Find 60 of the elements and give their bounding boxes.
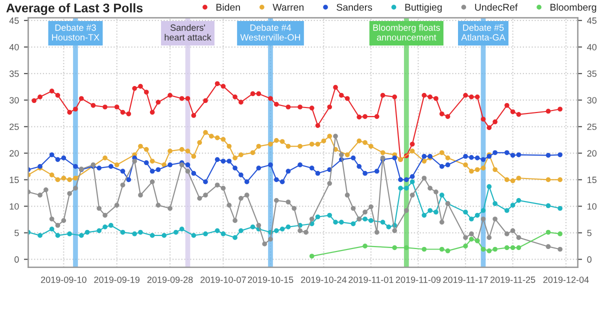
y-tick-label: 0 xyxy=(14,256,19,263)
y-tick-label: 40 xyxy=(9,44,19,50)
x-tick-label: 2019-12-04 xyxy=(543,276,589,283)
y2-tick-label: 30 xyxy=(587,97,597,104)
y2-tick-label: 35 xyxy=(587,70,596,77)
point xyxy=(486,248,492,254)
point xyxy=(510,245,516,250)
point xyxy=(463,244,468,248)
point xyxy=(504,245,510,250)
x-tick-label: 2019-11-01 xyxy=(348,276,394,283)
point xyxy=(362,244,368,248)
point xyxy=(492,246,498,252)
ref-line-label: Sanders' heart attack xyxy=(164,24,212,41)
ref-line-label: Debate #4 Westerville-OH xyxy=(240,24,300,41)
y-tick-label: 20 xyxy=(10,150,19,157)
legend-label: Biden xyxy=(216,4,240,11)
point xyxy=(309,254,314,259)
y-tick-label: 15 xyxy=(10,176,19,184)
y2-tick-label: 20 xyxy=(587,150,597,157)
y-tick-label: 35 xyxy=(9,70,19,77)
x-tick-label: 2019-09-10 xyxy=(41,276,86,283)
y-tick-label: 10 xyxy=(10,203,19,210)
x-tick-label: 2019-11-17 xyxy=(443,276,488,283)
point xyxy=(468,236,474,242)
y2-tick-label: 15 xyxy=(588,176,596,184)
legend-label: Warren xyxy=(272,4,304,11)
legend-label: Bloomberg xyxy=(550,4,596,13)
point xyxy=(392,245,398,250)
point xyxy=(558,231,562,236)
y2-tick-label: 40 xyxy=(587,44,597,50)
x-tick-label: 2019-11-09 xyxy=(396,276,441,283)
ref-line-label: Debate #5 Atlanta-GA xyxy=(461,24,506,41)
y-tick-label: 25 xyxy=(10,124,19,130)
point xyxy=(445,248,450,254)
point xyxy=(480,246,486,252)
x-tick-label: 2019-09-19 xyxy=(94,276,140,283)
y2-tick-label: 0 xyxy=(587,256,592,263)
point xyxy=(422,246,427,252)
x-tick-label: 2019-10-15 xyxy=(248,276,294,283)
point xyxy=(439,246,444,252)
y-tick-label: 30 xyxy=(9,97,19,104)
y2-tick-label: 25 xyxy=(587,124,596,130)
point xyxy=(516,245,522,250)
ref-line-label: Bloomberg floats announcement xyxy=(373,24,440,41)
chart-title: Average of Last 3 Polls xyxy=(6,3,143,15)
y-tick-label: 5 xyxy=(14,230,19,236)
legend-label: Sanders xyxy=(336,4,372,11)
y2-tick-label: 10 xyxy=(588,203,597,210)
x-tick-label: 2019-10-24 xyxy=(301,276,347,283)
x-tick-label: 2019-11-25 xyxy=(490,276,536,283)
legend-label: UndecRef xyxy=(475,4,518,11)
point xyxy=(404,245,409,250)
y2-tick-label: 45 xyxy=(587,18,596,24)
x-tick-label: 2019-09-28 xyxy=(147,276,193,283)
point xyxy=(546,230,551,235)
ref-line-label: Debate #3 Houston-TX xyxy=(52,24,100,41)
y2-tick-label: 5 xyxy=(587,230,592,236)
y-tick-label: 45 xyxy=(9,18,19,24)
x-tick-label: 2019-10-07 xyxy=(200,276,246,283)
legend-label: Buttigieg xyxy=(405,4,442,13)
